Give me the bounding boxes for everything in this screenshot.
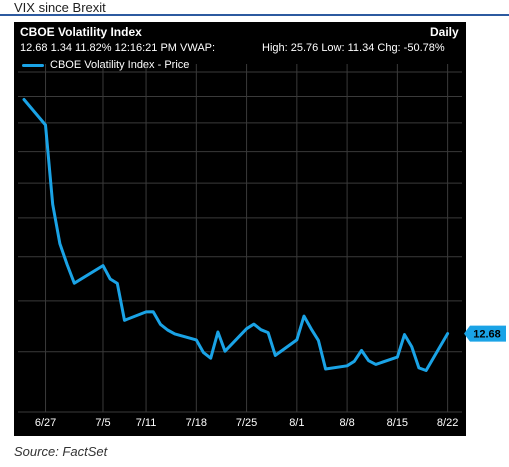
- series-layer: [23, 98, 450, 372]
- y-axis-ticks: 10 12 14 16 18 20 22 24 26 28: [472, 67, 484, 419]
- series-line: [24, 100, 448, 371]
- x-tick-label: 8/1: [289, 417, 304, 429]
- x-tick-label: 8/22: [437, 417, 458, 429]
- y-tick-label: 20: [472, 178, 484, 190]
- y-tick-label: 18: [472, 213, 484, 225]
- grid-lines: [18, 64, 462, 412]
- y-tick-label: 22: [472, 147, 484, 159]
- x-tick-label: 7/11: [136, 417, 157, 429]
- y-tick-label: 24: [472, 118, 484, 130]
- x-tick-label: 7/25: [236, 417, 257, 429]
- chart-plot: 10 12 14 16 18 20 22 24 26 28 6/27 7/5 7/11 7/18 7/25…: [0, 0, 509, 440]
- x-tick-label: 8/15: [387, 417, 408, 429]
- x-tick-label: 8/8: [339, 417, 354, 429]
- x-tick-label: 7/18: [186, 417, 207, 429]
- x-tick-label: 6/27: [35, 417, 56, 429]
- y-tick-label: 10: [472, 407, 484, 419]
- y-tick-label: 12: [472, 347, 484, 359]
- last-value-layer: 12.68: [464, 326, 506, 342]
- last-value-label: 12.68: [473, 329, 501, 341]
- y-tick-label: 16: [472, 252, 484, 264]
- y-tick-label: 14: [472, 296, 484, 308]
- source-note: Source: FactSet: [14, 444, 107, 459]
- x-axis-ticks: 6/27 7/5 7/11 7/18 7/25 8/1 8/8 8/15 8/22: [35, 417, 459, 429]
- y-tick-label: 28: [472, 67, 484, 79]
- y-tick-label: 26: [472, 91, 484, 103]
- x-tick-label: 7/5: [95, 417, 110, 429]
